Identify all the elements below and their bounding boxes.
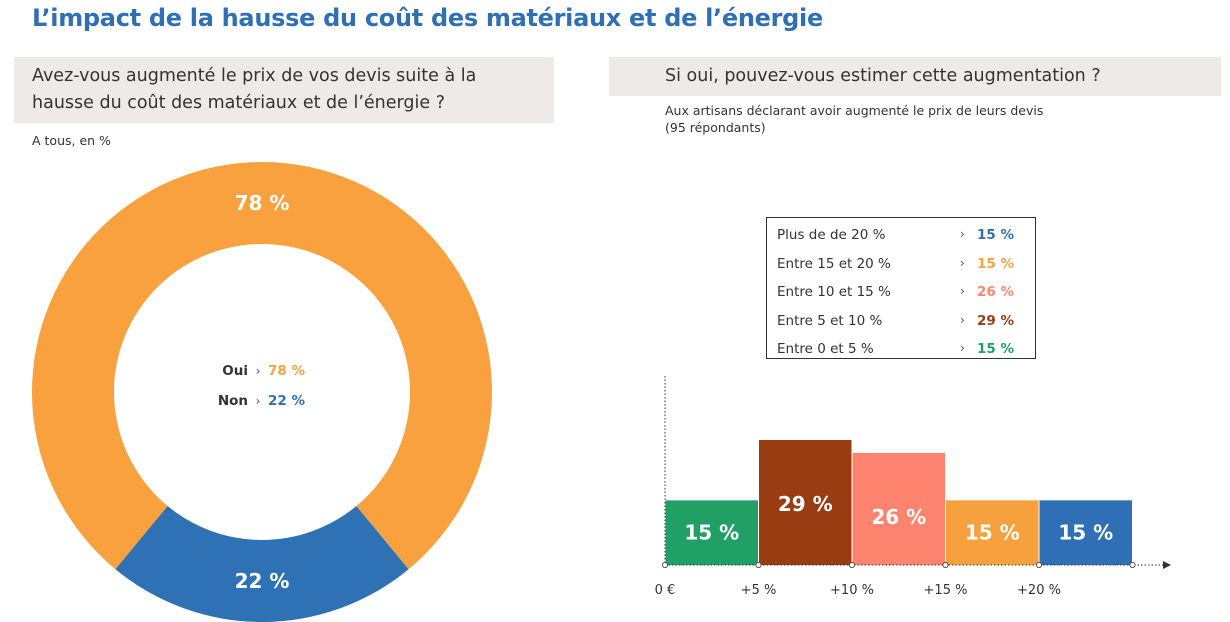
donut-question-box: Avez-vous augmenté le prix de vos devis … xyxy=(14,57,554,123)
histogram-bar xyxy=(759,440,852,565)
histogram-bar-label: 15 % xyxy=(1058,521,1113,545)
donut-slice xyxy=(115,506,409,622)
donut-center-value: 78 % xyxy=(268,363,305,379)
histogram-bar xyxy=(665,500,758,565)
legend-arrow: › xyxy=(960,341,965,356)
donut-slice-label: 78 % xyxy=(235,191,290,215)
donut-question-line-1: Avez-vous augmenté le prix de vos devis … xyxy=(32,66,477,86)
x-tick-marker xyxy=(661,561,669,569)
histogram-question: Si oui, pouvez-vous estimer cette augmen… xyxy=(665,66,1101,86)
legend-value: 26 % xyxy=(977,284,1015,301)
legend-row: Entre 5 et 10 % › 29 % xyxy=(767,308,1035,337)
legend-value: 15 % xyxy=(977,255,1015,272)
legend-arrow: › xyxy=(960,284,965,299)
histogram-bar xyxy=(946,500,1039,565)
histogram-bar-label: 26 % xyxy=(871,505,926,529)
legend-label: Entre 0 et 5 % xyxy=(777,341,874,358)
histogram-question-box: Si oui, pouvez-vous estimer cette augmen… xyxy=(609,57,1221,96)
legend-arrow: › xyxy=(960,312,965,327)
x-tick-marker xyxy=(1129,561,1136,569)
histogram-legend: Plus de de 20 % › 15 % Entre 15 et 20 % … xyxy=(766,217,1036,359)
histogram-base-note: Aux artisans déclarant avoir augmenté le… xyxy=(665,102,1043,136)
x-tick-marker xyxy=(848,561,856,569)
donut-center-arrow: › xyxy=(256,364,261,378)
legend-arrow: › xyxy=(960,255,965,270)
x-tick-label: +15 % xyxy=(924,583,968,598)
donut-center-arrow: › xyxy=(256,394,261,408)
donut-center-category: Non xyxy=(218,393,248,409)
x-tick-marker xyxy=(1035,561,1043,569)
histogram-base-note-line-1: Aux artisans déclarant avoir augmenté le… xyxy=(665,103,1044,118)
x-axis-arrowhead xyxy=(1163,561,1171,569)
legend-label: Entre 10 et 15 % xyxy=(777,284,891,301)
legend-value: 15 % xyxy=(977,227,1015,243)
legend-row: Entre 0 et 5 % › 15 % xyxy=(767,336,1035,365)
x-tick-label: 0 € xyxy=(655,583,676,598)
legend-label: Entre 15 et 20 % xyxy=(777,255,891,272)
donut-question-line-2: hausse du coût des matériaux et de l’éne… xyxy=(32,93,445,113)
legend-value: 29 % xyxy=(977,312,1015,329)
donut-slice xyxy=(31,161,493,570)
histogram-bar-label: 29 % xyxy=(778,492,833,516)
donut-slice-label: 22 % xyxy=(235,569,290,593)
legend-value: 15 % xyxy=(977,341,1015,358)
page-title: L’impact de la hausse du coût des matéri… xyxy=(32,4,823,32)
legend-label: Plus de de 20 % xyxy=(777,227,886,243)
legend-label: Entre 5 et 10 % xyxy=(777,312,883,329)
histogram-bar-label: 15 % xyxy=(965,521,1020,545)
histogram-bar-label: 15 % xyxy=(684,521,739,545)
histogram-base-note-line-2: (95 répondants) xyxy=(665,120,766,135)
x-tick-label: +20 % xyxy=(1017,583,1061,598)
legend-row: Plus de de 20 % › 15 % xyxy=(767,222,1035,251)
x-tick-label: +10 % xyxy=(830,583,874,598)
legend-row: Entre 15 et 20 % › 15 % xyxy=(767,251,1035,280)
donut-base-note: A tous, en % xyxy=(32,133,111,148)
x-tick-marker xyxy=(942,561,949,569)
x-tick-marker xyxy=(755,561,762,569)
donut-center-value: 22 % xyxy=(268,393,305,409)
legend-arrow: › xyxy=(960,227,965,241)
histogram-bar xyxy=(852,452,945,565)
legend-row: Entre 10 et 15 % › 26 % xyxy=(767,279,1035,308)
histogram-bar xyxy=(1039,500,1132,565)
donut-center-category: Oui xyxy=(222,363,248,379)
x-tick-label: +5 % xyxy=(741,583,777,598)
